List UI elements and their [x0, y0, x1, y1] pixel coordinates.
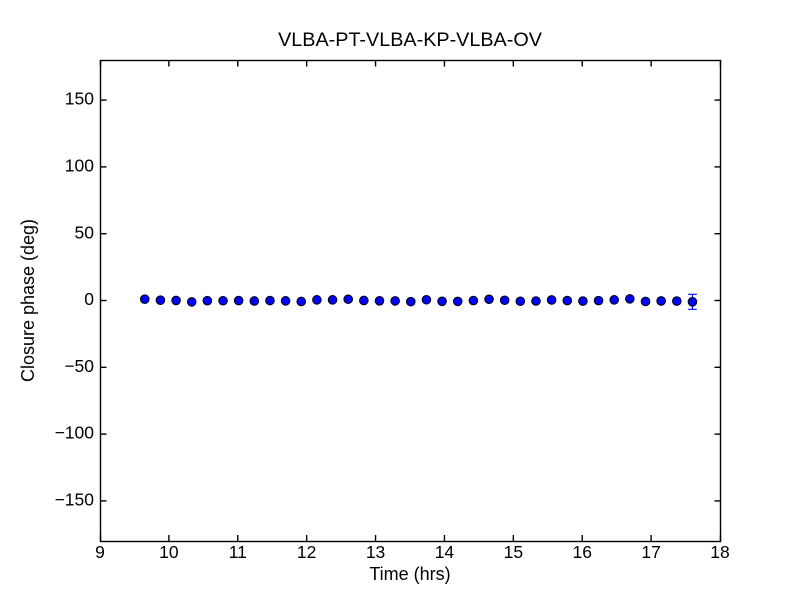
svg-text:18: 18: [710, 542, 729, 562]
svg-text:15: 15: [504, 542, 523, 562]
svg-text:0: 0: [84, 289, 94, 309]
svg-text:12: 12: [297, 542, 316, 562]
svg-text:9: 9: [95, 542, 105, 562]
svg-text:Closure phase (deg): Closure phase (deg): [18, 219, 38, 382]
svg-text:100: 100: [65, 156, 94, 176]
svg-text:13: 13: [366, 542, 385, 562]
svg-text:−50: −50: [64, 356, 94, 376]
svg-text:10: 10: [159, 542, 179, 562]
svg-text:11: 11: [229, 542, 247, 562]
svg-text:50: 50: [75, 222, 95, 242]
svg-text:VLBA-PT-VLBA-KP-VLBA-OV: VLBA-PT-VLBA-KP-VLBA-OV: [278, 29, 543, 51]
svg-text:14: 14: [435, 542, 455, 562]
svg-text:17: 17: [641, 542, 660, 562]
svg-text:−100: −100: [55, 423, 95, 443]
svg-text:Time (hrs): Time (hrs): [369, 564, 450, 584]
svg-text:−150: −150: [55, 490, 95, 510]
svg-text:16: 16: [572, 542, 591, 562]
svg-text:150: 150: [65, 89, 94, 109]
